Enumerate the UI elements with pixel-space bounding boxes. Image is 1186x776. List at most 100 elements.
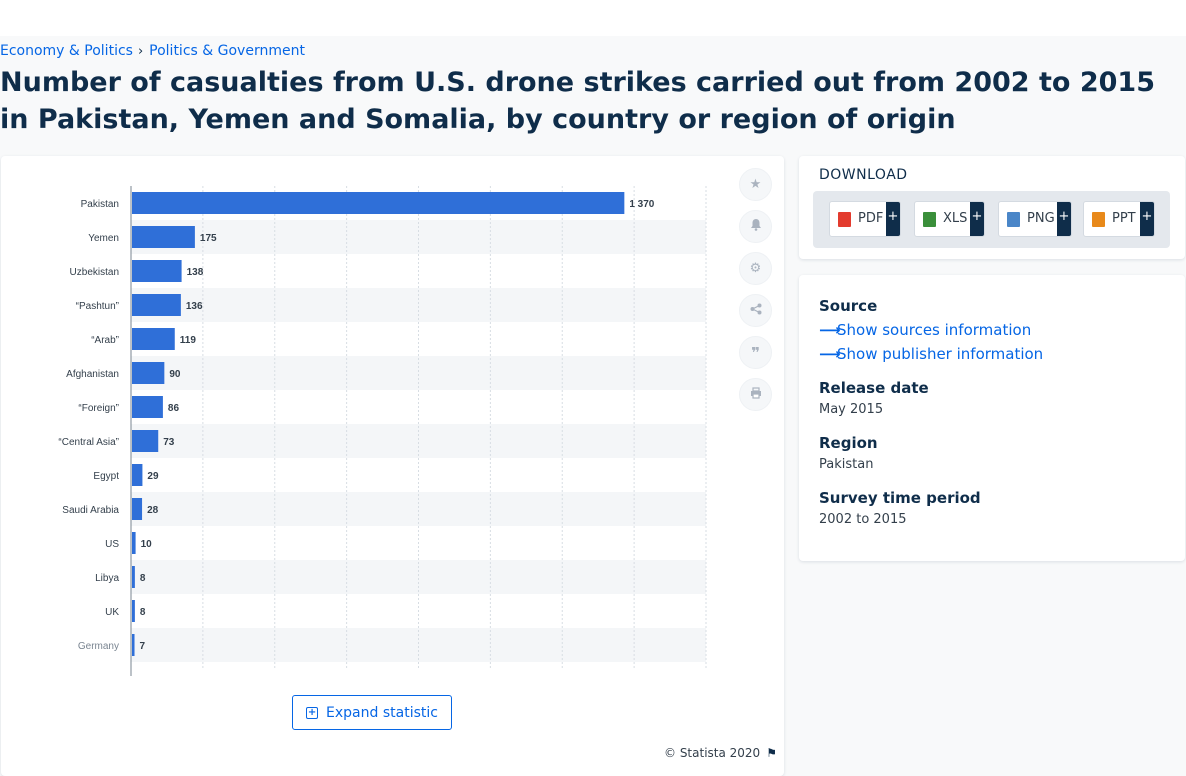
bell-icon — [750, 218, 762, 235]
expand-icon: + — [306, 706, 319, 719]
chart-card: Pakistan 1 370 Yemen 175 Uzbekistan 138 “Pasht… — [1, 156, 784, 776]
bar-4 — [132, 328, 175, 350]
category-label: Uzbekistan — [70, 267, 119, 278]
bar-7 — [132, 430, 159, 452]
png-label: PNG — [1027, 211, 1055, 226]
data-label: 29 — [147, 471, 159, 482]
bar-13 — [132, 634, 135, 656]
breadcrumb-separator: › — [137, 44, 144, 59]
row-band — [131, 492, 706, 526]
category-label: UK — [105, 607, 119, 618]
bar-6 — [132, 396, 163, 418]
ppt-icon — [1092, 212, 1105, 227]
category-label: Afghanistan — [66, 369, 119, 380]
ppt-plus: + — [1140, 202, 1154, 236]
bar-10 — [132, 532, 136, 554]
breadcrumb: Economy & Politics › Politics & Government — [0, 43, 305, 59]
category-label: Egypt — [93, 471, 119, 482]
bar-1 — [132, 226, 195, 248]
region-label: Region — [819, 434, 878, 452]
data-label: 8 — [140, 573, 146, 584]
gear-icon: ⚙ — [749, 261, 762, 276]
download-xls-button[interactable]: XLS + — [914, 201, 985, 237]
expand-label: Expand statistic — [326, 704, 438, 721]
bar-3 — [132, 294, 181, 316]
show-publisher-link[interactable]: ⟶Show publisher information — [819, 345, 1043, 363]
data-label: 136 — [186, 301, 203, 312]
data-label: 138 — [187, 267, 204, 278]
png-icon — [1007, 212, 1020, 227]
favorite-button[interactable]: ★ — [739, 168, 772, 201]
category-label: US — [105, 539, 119, 550]
category-label: “Pashtun” — [76, 301, 119, 312]
row-band — [131, 220, 706, 254]
alert-button[interactable] — [739, 210, 772, 243]
png-plus: + — [1057, 202, 1071, 236]
flag-icon[interactable]: ⚑ — [766, 746, 777, 760]
survey-period-label: Survey time period — [819, 489, 981, 507]
category-label: “Arab” — [91, 335, 119, 346]
bar-5 — [132, 362, 165, 384]
breadcrumb-economy-politics[interactable]: Economy & Politics — [0, 43, 133, 59]
category-label: Germany — [78, 641, 119, 652]
quote-icon: ❞ — [751, 343, 760, 362]
download-ppt-button[interactable]: PPT + — [1083, 201, 1155, 237]
xls-icon — [923, 212, 936, 227]
data-label: 175 — [200, 233, 217, 244]
info-card: Source ⟶Show sources information ⟶Show p… — [799, 275, 1185, 561]
bar-8 — [132, 464, 143, 486]
xls-plus: + — [970, 202, 984, 236]
category-label: Saudi Arabia — [62, 505, 119, 516]
data-label: 7 — [140, 641, 146, 652]
row-band — [131, 560, 706, 594]
region-value: Pakistan — [819, 457, 874, 472]
data-label: 73 — [163, 437, 175, 448]
print-button[interactable] — [739, 378, 772, 411]
bar-chart: Pakistan 1 370 Yemen 175 Uzbekistan 138 “Pasht… — [58, 186, 707, 676]
cite-button[interactable]: ❞ — [739, 336, 772, 369]
data-label: 90 — [169, 369, 181, 380]
category-label: “Central Asia” — [58, 437, 119, 448]
download-png-button[interactable]: PNG + — [998, 201, 1072, 237]
star-icon: ★ — [749, 177, 762, 192]
category-label: Pakistan — [81, 199, 119, 210]
show-sources-link[interactable]: ⟶Show sources information — [819, 321, 1031, 339]
show-sources-label: Show sources information — [837, 321, 1032, 339]
row-band — [131, 424, 706, 458]
data-label: 1 370 — [629, 199, 654, 210]
bar-11 — [132, 566, 135, 588]
breadcrumb-politics-government[interactable]: Politics & Government — [149, 43, 305, 59]
release-date-value: May 2015 — [819, 402, 884, 417]
data-label: 119 — [180, 335, 197, 346]
pdf-plus: + — [886, 202, 900, 236]
printer-icon — [750, 386, 762, 403]
release-date-label: Release date — [819, 379, 929, 397]
ppt-label: PPT — [1112, 211, 1136, 226]
bar-0 — [132, 192, 625, 214]
page-title: Number of casualties from U.S. drone str… — [0, 67, 1155, 135]
category-label: “Foreign” — [78, 403, 119, 414]
show-publisher-label: Show publisher information — [837, 345, 1044, 363]
row-band — [131, 628, 706, 662]
arrow-right-icon: ⟶ — [819, 321, 841, 339]
download-pdf-button[interactable]: PDF + — [829, 201, 901, 237]
data-label: 8 — [140, 607, 146, 618]
data-label: 10 — [141, 539, 153, 550]
settings-button[interactable]: ⚙ — [739, 252, 772, 285]
copyright-text: © Statista 2020 — [664, 746, 761, 760]
pdf-icon — [838, 212, 851, 227]
top-bar — [0, 0, 1186, 36]
download-bar: PDF + XLS + PNG + PPT + — [813, 191, 1170, 248]
survey-period-value: 2002 to 2015 — [819, 512, 907, 527]
bar-9 — [132, 498, 143, 520]
expand-statistic-button[interactable]: + Expand statistic — [292, 695, 452, 730]
copyright: © Statista 2020 ⚑ — [664, 746, 777, 760]
pdf-label: PDF — [858, 211, 884, 226]
row-band — [131, 356, 706, 390]
source-label: Source — [819, 297, 878, 315]
arrow-right-icon: ⟶ — [819, 345, 841, 363]
category-label: Yemen — [88, 233, 119, 244]
data-label: 86 — [168, 403, 180, 414]
share-button[interactable] — [739, 294, 772, 327]
category-label: Libya — [95, 573, 119, 584]
